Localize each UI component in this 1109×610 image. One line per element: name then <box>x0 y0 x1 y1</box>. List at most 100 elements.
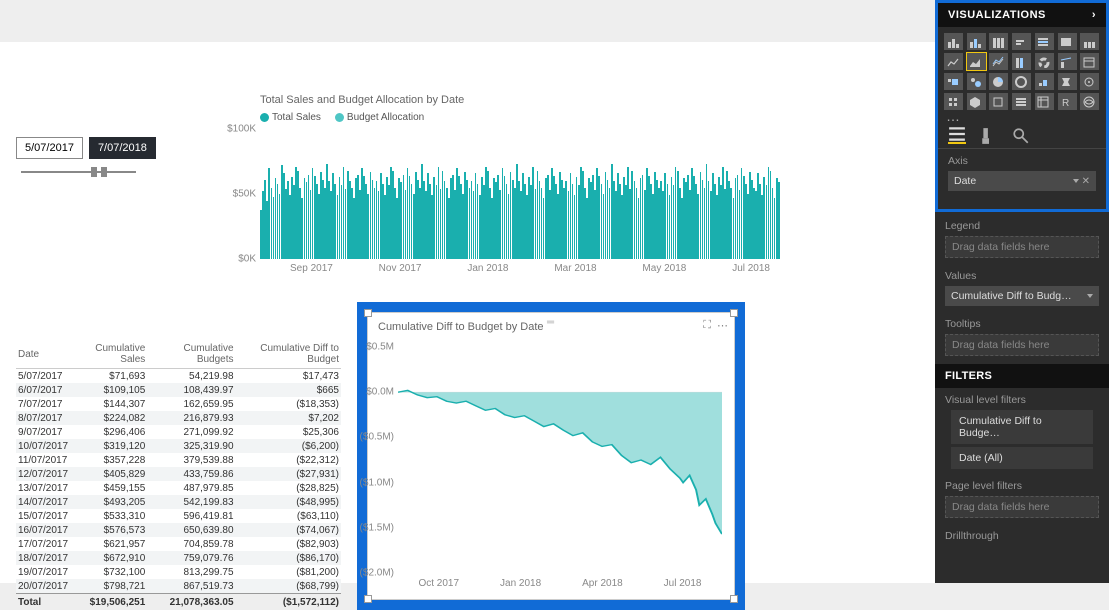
viz-type-icon[interactable] <box>1058 53 1077 70</box>
column-chart-plot: $100K $50K $0K <box>260 129 780 259</box>
viz-type-icon[interactable] <box>1080 93 1099 110</box>
table-row[interactable]: 11/07/2017$357,228379,539.88($22,312) <box>16 453 341 467</box>
viz-type-icon[interactable] <box>967 93 986 110</box>
viz-type-icon[interactable]: R <box>1058 93 1077 110</box>
viz-type-icon[interactable] <box>1035 53 1054 70</box>
analytics-tab-icon[interactable] <box>1012 128 1030 144</box>
drag-grip-icon[interactable]: ═ <box>547 317 555 328</box>
viz-type-icon[interactable] <box>967 33 986 50</box>
chevron-down-icon[interactable] <box>1073 179 1079 183</box>
table-row[interactable]: 12/07/2017$405,829433,759.86($27,931) <box>16 467 341 481</box>
table-cell: 325,319.90 <box>147 439 235 453</box>
fields-tab-icon[interactable] <box>948 128 966 144</box>
page-filters-label: Page level filters <box>945 480 1099 492</box>
table-cell: 17/07/2017 <box>16 537 70 551</box>
table-row[interactable]: 6/07/2017$109,105108,439.97$665 <box>16 383 341 397</box>
table-cell: 13/07/2017 <box>16 481 70 495</box>
area-chart-visual[interactable]: ═ ⛶ ⋯ Cumulative Diff to Budget by Date … <box>367 312 735 600</box>
chevron-down-icon[interactable] <box>1087 294 1093 298</box>
viz-type-icon[interactable] <box>1035 93 1054 110</box>
viz-type-icon[interactable] <box>967 73 986 90</box>
table-row[interactable]: 14/07/2017$493,205542,199.83($48,995) <box>16 495 341 509</box>
table-row[interactable]: 8/07/2017$224,082216,879.93$7,202 <box>16 411 341 425</box>
slicer-range-track[interactable] <box>16 165 141 179</box>
table-header[interactable]: Cumulative Diff to Budget <box>236 340 341 369</box>
column-chart-visual[interactable]: Total Sales and Budget Allocation by Dat… <box>260 94 790 294</box>
date-slicer[interactable]: 5/07/2017 7/07/2018 <box>16 137 156 179</box>
format-tab-icon[interactable] <box>980 128 998 144</box>
viz-type-icon[interactable] <box>944 73 963 90</box>
viz-type-icon[interactable] <box>944 53 963 70</box>
viz-type-icon[interactable] <box>989 53 1008 70</box>
viz-type-icon[interactable] <box>967 53 986 70</box>
resize-handle-nw[interactable] <box>364 309 372 317</box>
table-row[interactable]: 13/07/2017$459,155487,979.85($28,825) <box>16 481 341 495</box>
viz-type-icon[interactable] <box>1058 73 1077 90</box>
slicer-handle-left[interactable] <box>91 167 97 177</box>
table-row[interactable]: 5/07/2017$71,69354,219.98$17,473 <box>16 369 341 384</box>
table-row[interactable]: 18/07/2017$672,910759,079.76($86,170) <box>16 551 341 565</box>
viz-more-icon[interactable]: … <box>938 112 1106 120</box>
values-field-chip[interactable]: Cumulative Diff to Budg… <box>945 286 1099 306</box>
table-row[interactable]: 7/07/2017$144,307162,659.95($18,353) <box>16 397 341 411</box>
table-row[interactable]: 20/07/2017$798,721867,519.73($68,799) <box>16 579 341 594</box>
resize-handle-sw[interactable] <box>364 595 372 603</box>
table-cell: ($63,110) <box>236 509 341 523</box>
table-header[interactable]: Cumulative Sales <box>70 340 147 369</box>
canvas-top-margin <box>0 0 935 42</box>
viz-type-icon[interactable] <box>989 33 1008 50</box>
axis-field-chip[interactable]: Date ✕ <box>948 171 1096 191</box>
more-options-icon[interactable]: ⋯ <box>717 319 728 332</box>
visual-filter-item[interactable]: Cumulative Diff to Budge… <box>951 410 1093 444</box>
filters-header[interactable]: FILTERS <box>935 364 1109 388</box>
viz-type-icon[interactable] <box>1012 73 1031 90</box>
table-row[interactable]: 9/07/2017$296,406271,099.92$25,306 <box>16 425 341 439</box>
table-row[interactable]: 10/07/2017$319,120325,319.90($6,200) <box>16 439 341 453</box>
table-cell: ($6,200) <box>236 439 341 453</box>
table-cell: 379,539.88 <box>147 453 235 467</box>
viz-type-icon[interactable] <box>1080 33 1099 50</box>
table-row[interactable]: 17/07/2017$621,957704,859.78($82,903) <box>16 537 341 551</box>
resize-handle-ne[interactable] <box>730 309 738 317</box>
table-header[interactable]: Date <box>16 340 70 369</box>
viz-type-icon[interactable] <box>1012 33 1031 50</box>
chevron-right-icon[interactable]: › <box>1092 9 1096 21</box>
remove-field-icon[interactable]: ✕ <box>1082 176 1090 187</box>
y-tick: ($2.0M) <box>360 568 394 579</box>
visual-filter-item[interactable]: Date (All) <box>951 447 1093 469</box>
viz-type-icon[interactable] <box>1080 53 1099 70</box>
table-header[interactable]: Cumulative Budgets <box>147 340 235 369</box>
table-cell: $109,105 <box>70 383 147 397</box>
resize-handle-se[interactable] <box>730 595 738 603</box>
table-cell: 216,879.93 <box>147 411 235 425</box>
viz-type-icon[interactable] <box>989 93 1008 110</box>
tooltips-drop-zone[interactable]: Drag data fields here <box>945 334 1099 356</box>
page-filters-drop-zone[interactable]: Drag data fields here <box>945 496 1099 518</box>
viz-type-icon[interactable] <box>1058 33 1077 50</box>
data-table-visual[interactable]: DateCumulative SalesCumulative BudgetsCu… <box>16 340 341 610</box>
slicer-handle-right[interactable] <box>101 167 107 177</box>
visual-filters-label: Visual level filters <box>945 394 1099 406</box>
viz-type-icon[interactable] <box>989 73 1008 90</box>
viz-type-icon[interactable] <box>944 33 963 50</box>
table-cell: ($81,200) <box>236 565 341 579</box>
legend-drop-zone[interactable]: Drag data fields here <box>945 236 1099 258</box>
table-row[interactable]: 16/07/2017$576,573650,639.80($74,067) <box>16 523 341 537</box>
slicer-end-date[interactable]: 7/07/2018 <box>89 137 156 159</box>
table-cell: 596,419.81 <box>147 509 235 523</box>
slicer-start-date[interactable]: 5/07/2017 <box>16 137 83 159</box>
focus-mode-icon[interactable]: ⛶ <box>703 319 711 332</box>
visualizations-header[interactable]: VISUALIZATIONS › <box>938 3 1106 27</box>
table-cell: ($22,312) <box>236 453 341 467</box>
viz-type-icon[interactable] <box>1080 73 1099 90</box>
table-cell: 19/07/2017 <box>16 565 70 579</box>
canvas-page[interactable]: 5/07/2017 7/07/2018 Total Sales and Budg… <box>0 42 935 583</box>
table-cell: $319,120 <box>70 439 147 453</box>
table-row[interactable]: 19/07/2017$732,100813,299.75($81,200) <box>16 565 341 579</box>
viz-type-icon[interactable] <box>1035 33 1054 50</box>
table-row[interactable]: 15/07/2017$533,310596,419.81($63,110) <box>16 509 341 523</box>
values-well-label: Values <box>945 270 1099 282</box>
viz-type-icon[interactable] <box>1035 73 1054 90</box>
viz-type-icon[interactable] <box>1012 53 1031 70</box>
viz-type-icon[interactable] <box>1012 93 1031 110</box>
